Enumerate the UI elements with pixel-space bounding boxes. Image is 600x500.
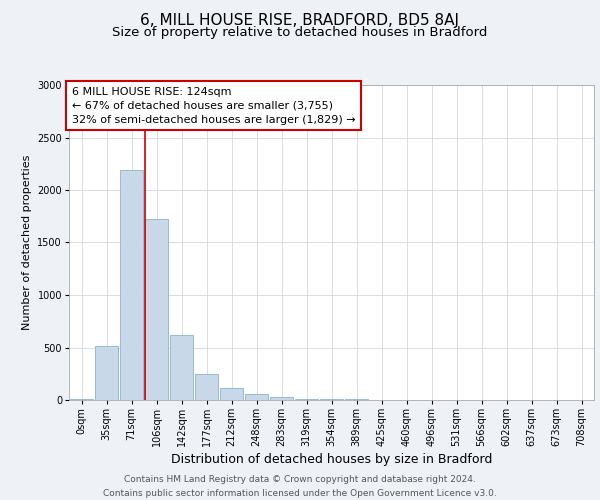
Text: Contains HM Land Registry data © Crown copyright and database right 2024.
Contai: Contains HM Land Registry data © Crown c… — [103, 476, 497, 498]
Bar — [245, 394, 268, 400]
Y-axis label: Number of detached properties: Number of detached properties — [22, 155, 32, 330]
Bar — [145, 220, 168, 400]
Bar — [120, 170, 143, 400]
Bar — [95, 346, 118, 400]
Bar — [270, 398, 293, 400]
Bar — [295, 399, 318, 400]
X-axis label: Distribution of detached houses by size in Bradford: Distribution of detached houses by size … — [171, 454, 492, 466]
Bar — [220, 388, 243, 400]
Text: Size of property relative to detached houses in Bradford: Size of property relative to detached ho… — [112, 26, 488, 39]
Text: 6, MILL HOUSE RISE, BRADFORD, BD5 8AJ: 6, MILL HOUSE RISE, BRADFORD, BD5 8AJ — [140, 12, 460, 28]
Bar — [195, 374, 218, 400]
Bar — [170, 335, 193, 400]
Text: 6 MILL HOUSE RISE: 124sqm
← 67% of detached houses are smaller (3,755)
32% of se: 6 MILL HOUSE RISE: 124sqm ← 67% of detac… — [71, 86, 355, 124]
